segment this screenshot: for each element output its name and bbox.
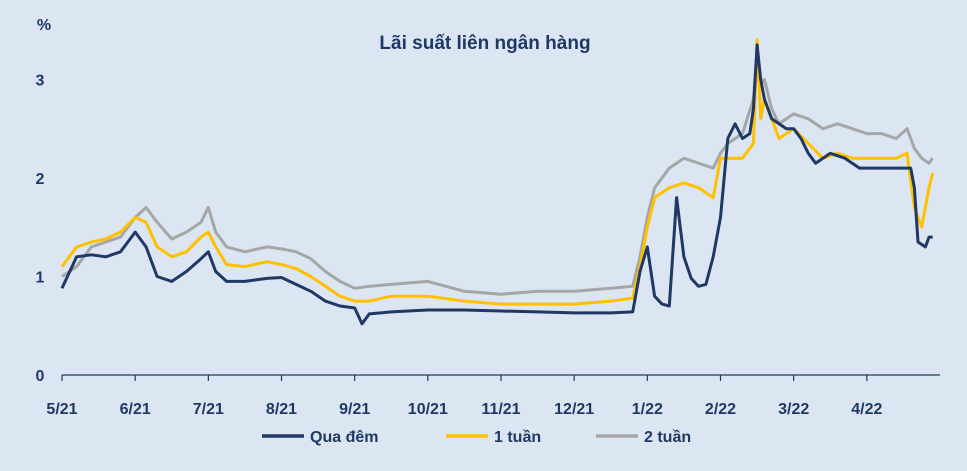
x-tick-label: 5/21 bbox=[46, 401, 77, 418]
y-tick-label: 0 bbox=[36, 368, 45, 385]
legend-label: 1 tuần bbox=[494, 429, 541, 446]
y-axis-unit-label: % bbox=[37, 17, 51, 34]
x-tick-label: 3/22 bbox=[778, 401, 809, 418]
y-tick-label: 1 bbox=[36, 269, 45, 286]
legend: Qua đêm 1 tuần 2 tuần bbox=[262, 429, 691, 446]
x-tick-label: 1/22 bbox=[632, 401, 663, 418]
x-tick-label: 2/22 bbox=[705, 401, 736, 418]
x-axis-ticks: 5/21 6/21 7/21 8/21 9/21 10/21 11/21 12/21 1/22 2… bbox=[46, 375, 883, 418]
chart-title: Lãi suất liên ngân hàng bbox=[379, 33, 590, 54]
x-tick-label: 4/22 bbox=[851, 401, 882, 418]
y-tick-label: 2 bbox=[36, 171, 45, 188]
series-lines bbox=[60, 38, 935, 326]
x-tick-label: 6/21 bbox=[120, 401, 151, 418]
legend-label: Qua đêm bbox=[310, 429, 378, 446]
legend-label: 2 tuần bbox=[644, 429, 691, 446]
x-tick-label: 10/21 bbox=[408, 401, 448, 418]
x-tick-label: 7/21 bbox=[193, 401, 224, 418]
y-axis-ticks: 0 1 2 3 bbox=[36, 72, 45, 385]
x-tick-label: 8/21 bbox=[266, 401, 297, 418]
series-line-0 bbox=[60, 43, 933, 326]
y-tick-label: 3 bbox=[36, 72, 45, 89]
x-tick-label: 9/21 bbox=[339, 401, 370, 418]
x-tick-label: 11/21 bbox=[481, 401, 520, 418]
series-line-2 bbox=[61, 48, 934, 296]
x-tick-label: 12/21 bbox=[554, 401, 594, 418]
